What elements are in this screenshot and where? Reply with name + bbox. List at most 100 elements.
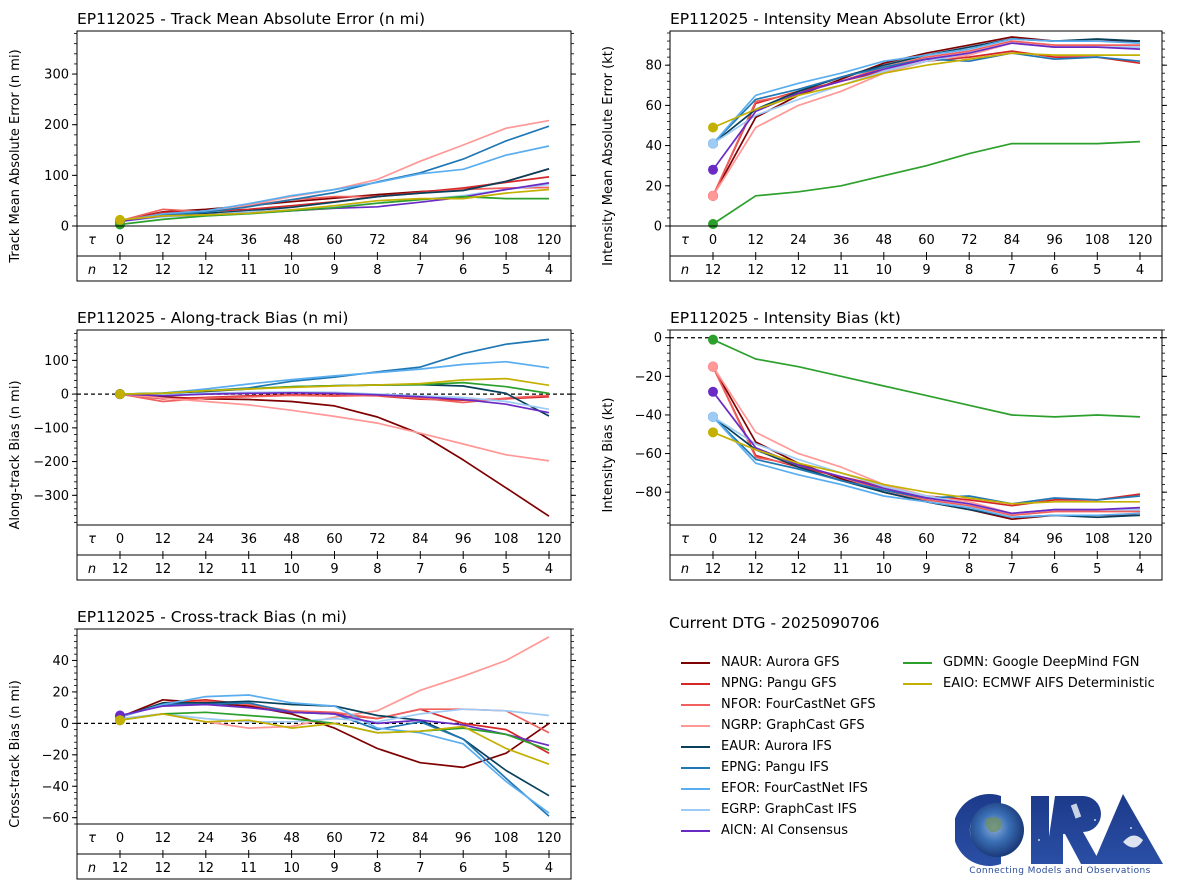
series-group [712, 338, 1141, 521]
x-tick-label: 36 [833, 532, 850, 547]
y-tick-label: 0 [654, 220, 662, 235]
logo-tagline: Connecting Models and Observations [969, 866, 1151, 876]
n-row-label: n [88, 861, 96, 876]
legend-swatch [903, 682, 932, 685]
legend-swatch [681, 745, 710, 748]
x-tick-label: 84 [1004, 233, 1021, 248]
series-marker-ngrp [708, 190, 718, 201]
sample-count-label: 5 [502, 861, 510, 876]
x-tick-label: 24 [198, 233, 215, 248]
y-tick-label: 20 [645, 179, 662, 194]
series-line-egrp [119, 708, 550, 723]
x-tick-label: 120 [537, 233, 562, 248]
y-tick-label: 200 [44, 118, 69, 133]
logo-letter-a [1093, 794, 1163, 864]
y-axis-label: Cross-track Bias (n mi) [8, 680, 23, 828]
sample-count-label: 8 [965, 562, 973, 577]
x-tick-label: 120 [537, 831, 562, 846]
x-tick-label: 12 [155, 831, 172, 846]
x-tick-label: 108 [494, 532, 519, 547]
legend-item-aicn: AICN: AI Consensus [669, 820, 876, 841]
legend-item-egrp: EGRP: GraphCast IFS [669, 799, 876, 820]
series-line-eaio [712, 431, 1140, 505]
y-axis-label: Track Mean Absolute Error (n mi) [8, 49, 23, 263]
sample-count-label: 5 [502, 263, 510, 278]
sample-count-label: 12 [155, 263, 172, 278]
y-axis-label: Along-track Bias (n mi) [8, 380, 23, 529]
legend-swatch [903, 661, 932, 664]
series-marker-eaio [708, 427, 718, 438]
x-tick-label: 48 [876, 233, 893, 248]
sample-count-label: 11 [240, 263, 257, 278]
legend-swatch [681, 829, 710, 832]
sample-count-label: 8 [965, 263, 973, 278]
legend-swatch [681, 724, 710, 727]
y-tick-label: −40 [635, 408, 662, 423]
legend: Current DTG - 2025090706 NAUR: Aurora GF… [669, 614, 1179, 844]
sample-count-label: 8 [373, 562, 381, 577]
sample-count-label: 7 [1008, 562, 1016, 577]
tau-row-label: τ [681, 233, 689, 248]
legend-item-epng: EPNG: Pangu IFS [669, 757, 876, 778]
x-tick-label: 60 [918, 532, 935, 547]
n-row-label: n [88, 562, 96, 577]
satellite-icon [1070, 803, 1082, 819]
n-row-label: n [681, 263, 689, 278]
x-tick-label: 84 [1004, 532, 1021, 547]
sample-count-label: 12 [790, 263, 807, 278]
axes-frame [76, 30, 572, 282]
legend-swatch [681, 787, 710, 790]
sample-count-label: 6 [1050, 263, 1058, 278]
y-tick-label: −20 [635, 370, 662, 385]
sample-count-label: 9 [922, 562, 930, 577]
x-tick-label: 108 [1085, 233, 1110, 248]
x-tick-label: 72 [369, 233, 386, 248]
x-tick-label: 0 [709, 233, 717, 248]
legend-item-ngrp: NGRP: GraphCast GFS [669, 715, 876, 736]
x-tick-label: 84 [412, 831, 429, 846]
logo-letter-c [953, 794, 1001, 866]
sample-count-label: 12 [112, 562, 129, 577]
x-tick-label: 60 [326, 831, 343, 846]
x-tick-label: 24 [198, 831, 215, 846]
axes-frame [669, 30, 1163, 282]
sample-count-label: 5 [1093, 263, 1101, 278]
x-tick-label: 24 [790, 532, 807, 547]
sample-count-label: 8 [373, 861, 381, 876]
cira-logo: Connecting Models and Observations [953, 790, 1165, 880]
y-tick-label: 20 [52, 685, 69, 700]
series-line-efor [712, 38, 1141, 145]
sample-count-label: 12 [112, 861, 129, 876]
axes-frame [76, 329, 572, 581]
series-marker-eaio [708, 122, 718, 133]
sample-count-label: 5 [1093, 562, 1101, 577]
sample-count-label: 6 [459, 861, 467, 876]
sample-count-label: 12 [705, 263, 722, 278]
x-tick-label: 72 [961, 233, 978, 248]
y-tick-label: −40 [42, 780, 69, 795]
series-group [119, 636, 550, 817]
x-tick-label: 0 [116, 831, 124, 846]
tau-row-label: τ [681, 532, 689, 547]
legend-swatch [681, 766, 710, 769]
y-tick-label: −60 [42, 811, 69, 826]
series-marker-aicn [708, 386, 718, 397]
sample-count-label: 6 [459, 263, 467, 278]
tau-row-label: τ [88, 831, 96, 846]
x-tick-label: 60 [326, 532, 343, 547]
x-tick-label: 120 [537, 532, 562, 547]
sample-count-label: 11 [240, 861, 257, 876]
tau-row-label: τ [88, 532, 96, 547]
x-tick-label: 108 [494, 831, 519, 846]
sample-count-label: 4 [545, 861, 553, 876]
legend-label: EFOR: FourCastNet IFS [721, 781, 868, 796]
series-marker-gdmn [708, 218, 718, 229]
x-tick-label: 60 [326, 233, 343, 248]
series-line-efor [119, 145, 550, 222]
legend-label: EPNG: Pangu IFS [721, 760, 829, 775]
series-marker-eaio [115, 715, 125, 726]
legend-swatch [681, 703, 710, 706]
x-tick-label: 108 [494, 233, 519, 248]
sample-count-label: 12 [747, 263, 764, 278]
